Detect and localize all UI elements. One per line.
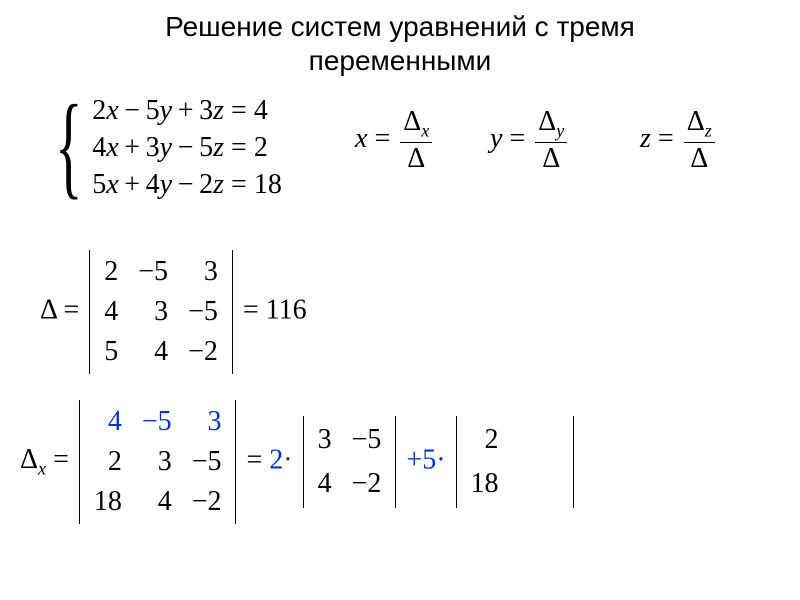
determinant-main: Δ = 2−53 43−5 54−2 = 116 xyxy=(40,250,307,374)
minor-1: 3−5 4−2 xyxy=(303,416,397,508)
matrix-x: 4−53 23−5 184−2 xyxy=(79,400,237,524)
equation-2: 4x + 3y − 5z = 2 xyxy=(92,132,282,164)
equation-3: 5x + 4y − 2z = 18 xyxy=(92,169,282,201)
title-line-2: переменными xyxy=(309,45,492,76)
page-title: Решение систем уравнений с тремя перемен… xyxy=(0,10,800,77)
det-result: = 116 xyxy=(243,294,307,325)
cramer-y: y = ΔyΔ xyxy=(490,108,570,173)
coef-1: 2· xyxy=(269,444,292,475)
minor-2: 2 18 xyxy=(456,416,574,508)
cramer-z: z = ΔzΔ xyxy=(640,108,718,173)
determinant-x: Δx = 4−53 23−5 184−2 = 2· 3−5 4−2 +5· 2 … xyxy=(20,400,577,524)
matrix-main: 2−53 43−5 54−2 xyxy=(89,250,233,374)
equation-1: 2x − 5y + 3z = 4 xyxy=(92,95,282,127)
brace-icon: { xyxy=(55,96,83,196)
equals-1: = xyxy=(246,444,262,475)
title-line-1: Решение систем уравнений с тремя xyxy=(165,11,635,42)
cramer-x: x = ΔxΔ xyxy=(355,108,435,173)
coef-2: +5· xyxy=(406,444,445,475)
equation-system: { 2x − 5y + 3z = 4 4x + 3y − 5z = 2 5x +… xyxy=(55,90,282,206)
